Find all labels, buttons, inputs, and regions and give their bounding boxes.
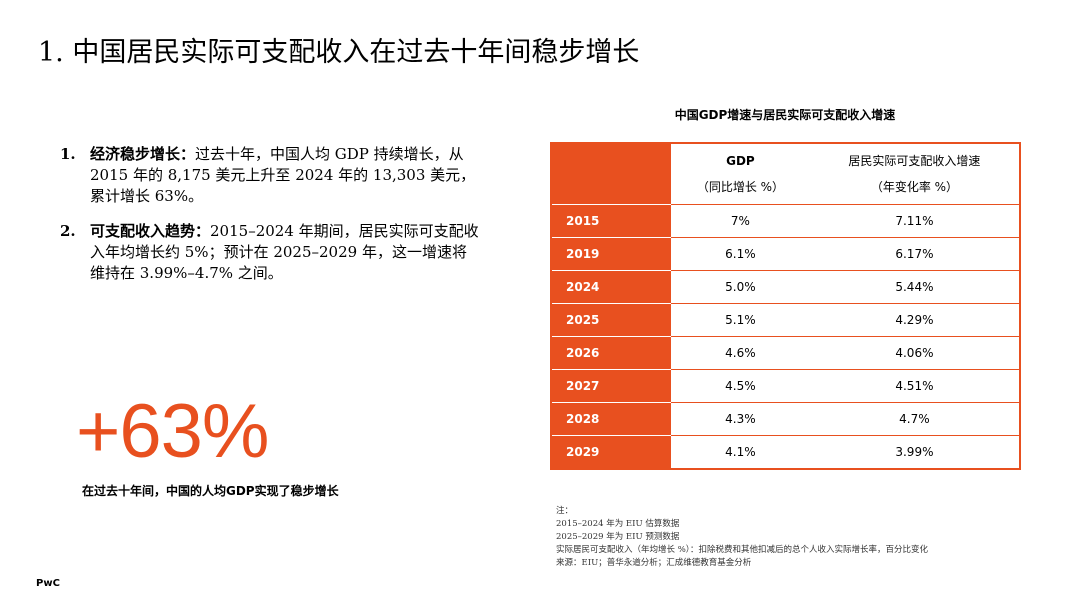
gdp-cell: 7% (671, 204, 810, 238)
table-row: 2028 4.3% 4.7% (551, 402, 1020, 436)
page-title: 1. 中国居民实际可支配收入在过去十年间稳步增长 (38, 37, 640, 68)
header-main: 居民实际可支配收入增速 (848, 154, 981, 168)
highlight-value: +63% (76, 389, 269, 474)
header-sub: （同比增长 %） (696, 180, 785, 194)
table-row: 2015 7% 7.11% (551, 204, 1020, 238)
point-2: 2. 可支配收入趋势：2015–2024 年期间，居民实际可支配收入年均增长约 5… (60, 221, 480, 284)
point-number: 2. (60, 222, 76, 240)
year-cell: 2027 (551, 369, 671, 403)
income-cell: 4.06% (809, 336, 1020, 370)
gdp-cell: 5.0% (671, 270, 810, 304)
year-cell: 2025 (551, 303, 671, 337)
table-row: 2025 5.1% 4.29% (551, 303, 1020, 337)
header-sub: （年变化率 %） (870, 180, 959, 194)
year-cell: 2028 (551, 402, 671, 436)
year-cell: 2019 (551, 237, 671, 271)
year-header (551, 143, 671, 205)
gdp-cell: 5.1% (671, 303, 810, 337)
year-cell: 2015 (551, 204, 671, 238)
table-row: 2026 4.6% 4.06% (551, 336, 1020, 370)
income-cell: 4.29% (809, 303, 1020, 337)
gdp-cell: 6.1% (671, 237, 810, 271)
note-line: 来源：EIU；普华永道分析；汇成维德教育基金分析 (556, 558, 752, 568)
income-cell: 3.99% (809, 435, 1020, 470)
note-line: 实际居民可支配收入（年均增长 %）：扣除税费和其他扣减后的总个人收入实际增长率，… (556, 545, 929, 555)
year-cell: 2029 (551, 435, 671, 470)
footnotes: 注： 2015–2024 年为 EIU 估算数据 2025–2029 年为 EIU … (556, 505, 928, 570)
note-line: 注： (556, 506, 574, 516)
gdp-header: GDP （同比增长 %） (671, 143, 810, 205)
growth-table: GDP （同比增长 %） 居民实际可支配收入增速 （年变化率 %） 2015 7% 7.… (550, 142, 1021, 470)
point-number: 1. (60, 145, 76, 163)
note-line: 2015–2024 年为 EIU 估算数据 (556, 519, 680, 529)
table-caption: 中国GDP增速与居民实际可支配收入增速 (674, 108, 896, 122)
income-cell: 7.11% (809, 204, 1020, 238)
point-body: 2015–2024 年期间，居民实际可支配收入年均增长约 5%；预计在 2025… (90, 222, 479, 282)
table-row: 2019 6.1% 6.17% (551, 237, 1020, 271)
table-row: 2027 4.5% 4.51% (551, 369, 1020, 403)
income-cell: 4.51% (809, 369, 1020, 403)
income-cell: 5.44% (809, 270, 1020, 304)
income-header: 居民实际可支配收入增速 （年变化率 %） (809, 143, 1020, 205)
gdp-cell: 4.5% (671, 369, 810, 403)
table-header: GDP （同比增长 %） 居民实际可支配收入增速 （年变化率 %） (551, 143, 1020, 205)
point-text: 经济稳步增长：过去十年，中国人均 GDP 持续增长，从 2015 年的 8,17… (90, 144, 480, 207)
key-points: 1. 经济稳步增长：过去十年，中国人均 GDP 持续增长，从 2015 年的 8,… (60, 144, 480, 298)
year-cell: 2024 (551, 270, 671, 304)
table-row: 2029 4.1% 3.99% (551, 435, 1020, 470)
point-1: 1. 经济稳步增长：过去十年，中国人均 GDP 持续增长，从 2015 年的 8,… (60, 144, 480, 207)
year-cell: 2026 (551, 336, 671, 370)
income-cell: 4.7% (809, 402, 1020, 436)
header-main: GDP (726, 154, 755, 168)
gdp-cell: 4.6% (671, 336, 810, 370)
point-heading: 可支配收入趋势： (90, 222, 211, 240)
point-text: 可支配收入趋势：2015–2024 年期间，居民实际可支配收入年均增长约 5%；… (90, 221, 480, 284)
note-line: 2025–2029 年为 EIU 预测数据 (556, 532, 680, 542)
point-heading: 经济稳步增长： (90, 145, 196, 163)
logo: PwC (36, 578, 60, 589)
point-body: 过去十年，中国人均 GDP 持续增长，从 2015 年的 8,175 美元上升至… (90, 145, 476, 205)
table-row: 2024 5.0% 5.44% (551, 270, 1020, 304)
income-cell: 6.17% (809, 237, 1020, 271)
gdp-cell: 4.1% (671, 435, 810, 470)
gdp-cell: 4.3% (671, 402, 810, 436)
highlight-caption: 在过去十年间，中国的人均GDP实现了稳步增长 (82, 484, 339, 498)
